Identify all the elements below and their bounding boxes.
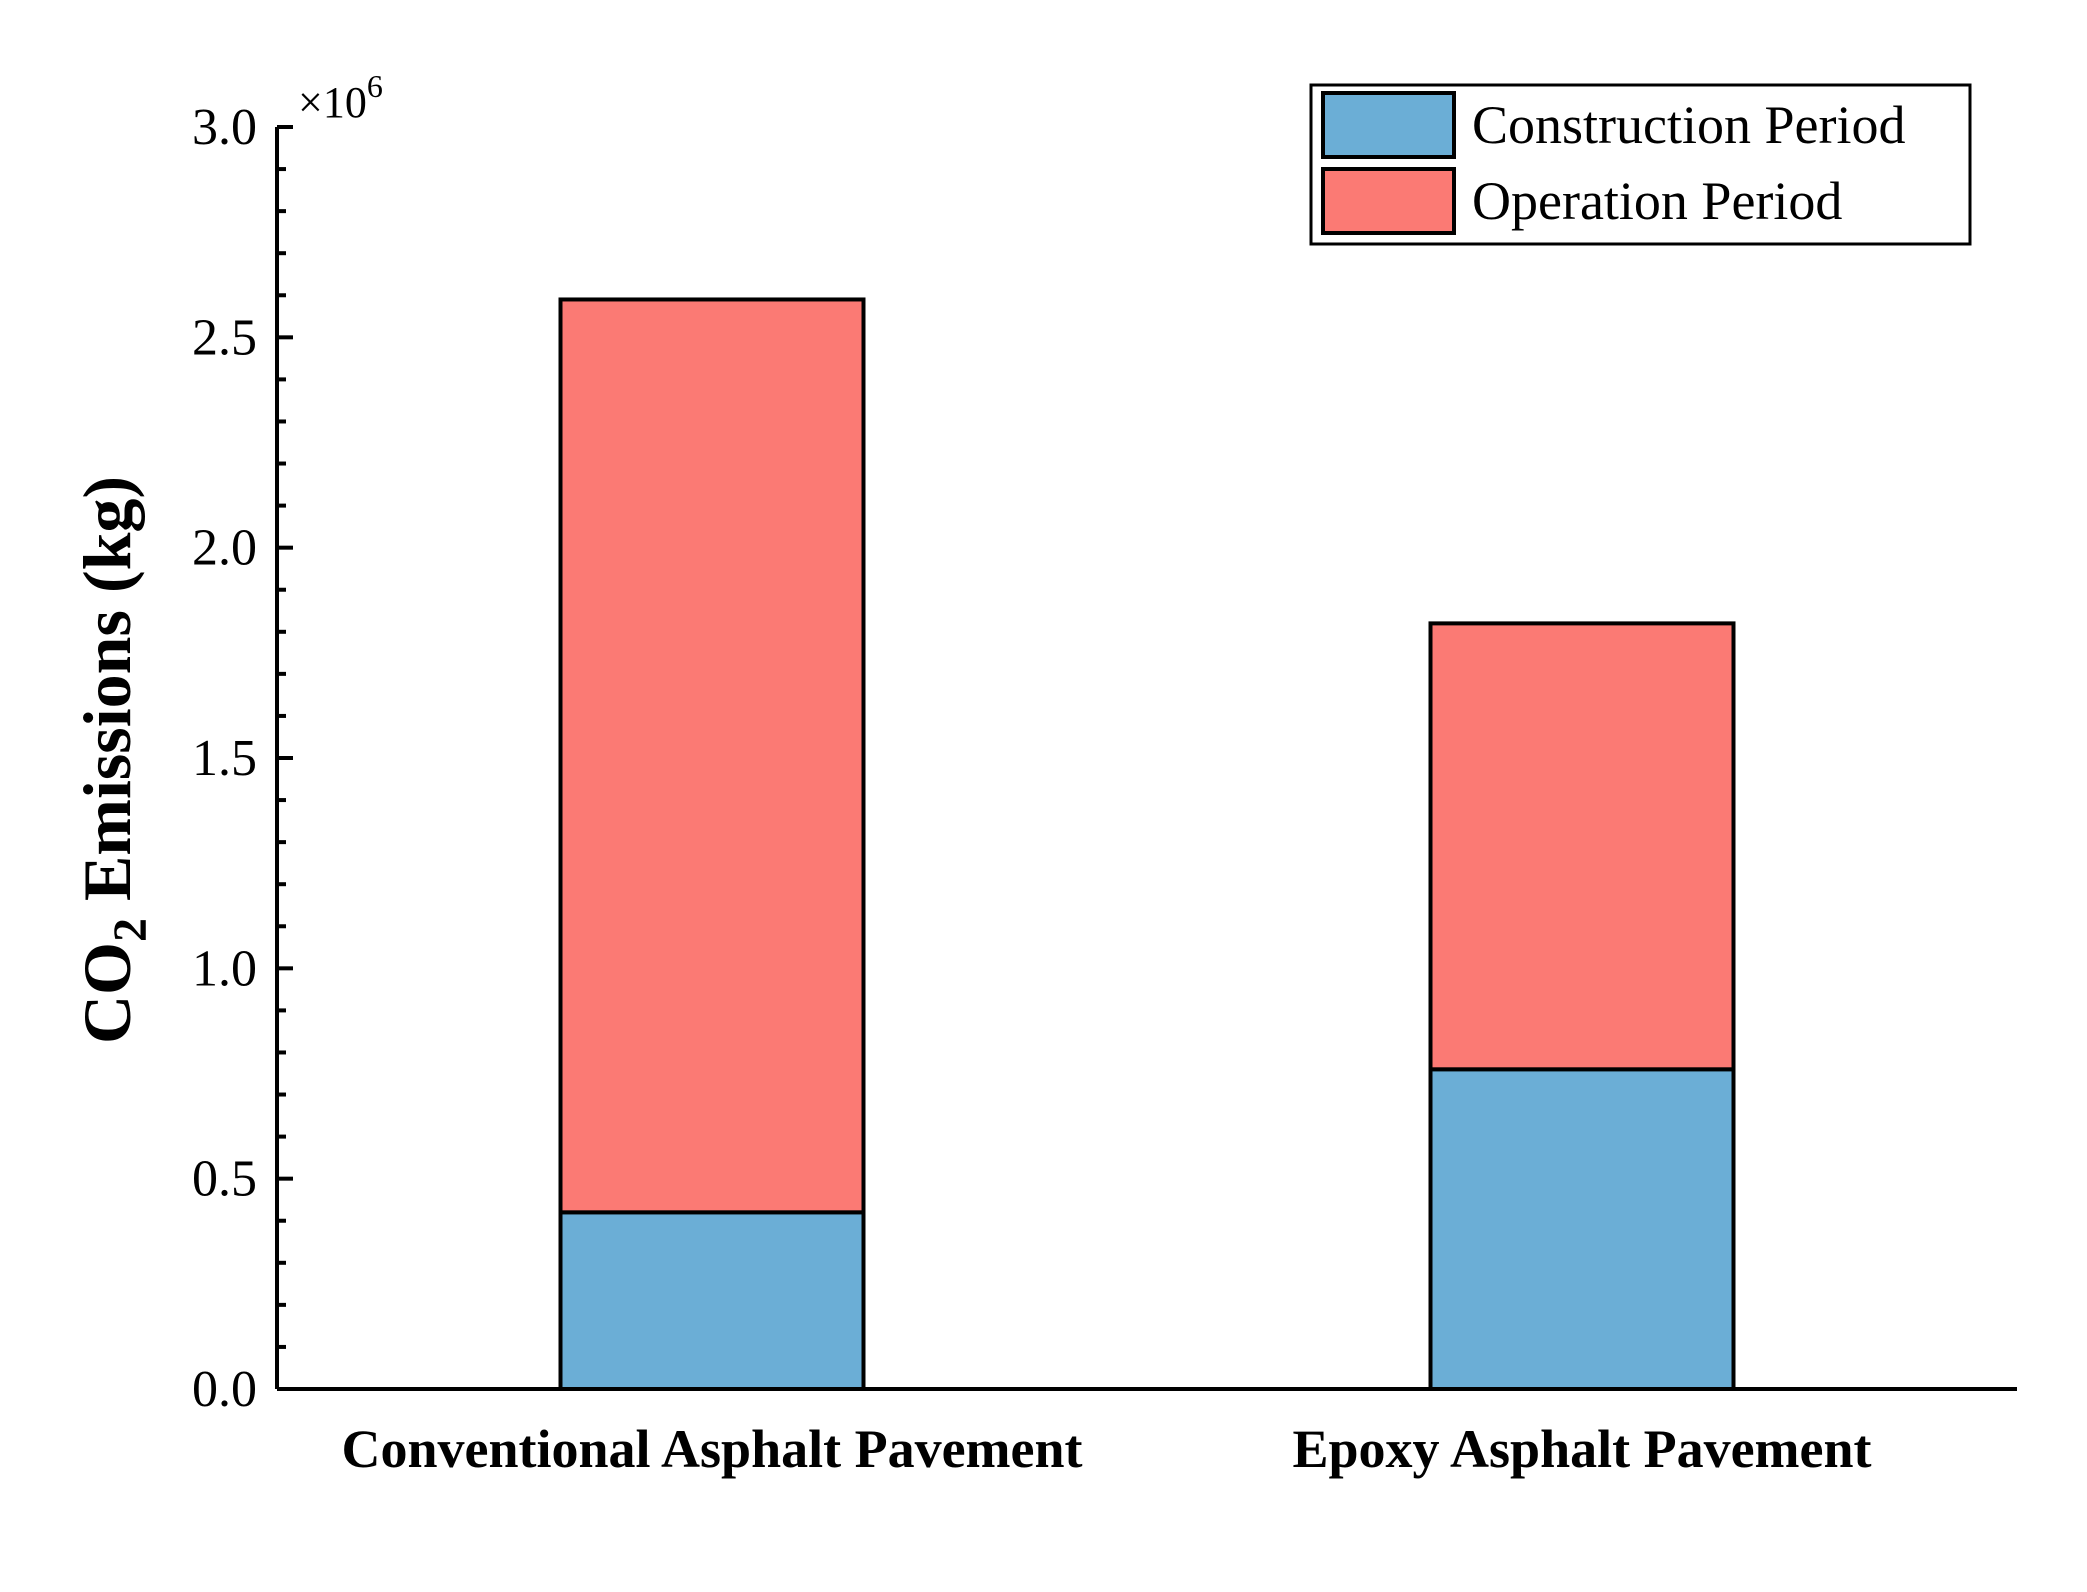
y-tick-label: 0.0 — [192, 1361, 257, 1418]
x-axis-labels: Conventional Asphalt Pavement Epoxy Aspha… — [341, 1419, 1871, 1479]
y-tick-label: 1.0 — [192, 940, 257, 997]
bar-operation-1 — [1428, 621, 1736, 1072]
y-tick-label: 1.5 — [192, 730, 257, 787]
legend-label-operation: Operation Period — [1472, 171, 1842, 231]
y-multiplier: ×106 — [298, 68, 383, 127]
y-axis-ticks: 0.0 0.5 1.0 1.5 2.0 2.5 3.0 — [192, 99, 293, 1418]
x-category-label: Epoxy Asphalt Pavement — [1292, 1419, 1871, 1479]
y-multiplier-exp: 6 — [367, 68, 383, 104]
legend-label-construction: Construction Period — [1472, 95, 1905, 155]
y-tick-label: 3.0 — [192, 99, 257, 156]
bar-group — [558, 297, 1736, 1391]
legend: Construction Period Operation Period — [1309, 83, 1972, 246]
legend-swatch-construction — [1321, 91, 1456, 159]
y-tick-label: 2.5 — [192, 309, 257, 366]
y-tick-label: 2.0 — [192, 520, 257, 577]
y-axis-title-sub: 2 — [104, 918, 157, 942]
y-multiplier-base: ×10 — [298, 78, 367, 127]
y-axis-title-rest: Emissions (kg) — [69, 476, 145, 918]
x-category-label: Conventional Asphalt Pavement — [341, 1419, 1082, 1479]
bar-construction-1 — [1428, 1067, 1736, 1391]
y-axis-title-main: CO — [69, 942, 145, 1044]
y-tick-label: 0.5 — [192, 1151, 257, 1208]
bar-construction-0 — [558, 1210, 866, 1391]
legend-swatch-operation — [1321, 167, 1456, 235]
y-axis-title: CO2 Emissions (kg) — [69, 476, 157, 1044]
bar-operation-0 — [558, 297, 866, 1215]
